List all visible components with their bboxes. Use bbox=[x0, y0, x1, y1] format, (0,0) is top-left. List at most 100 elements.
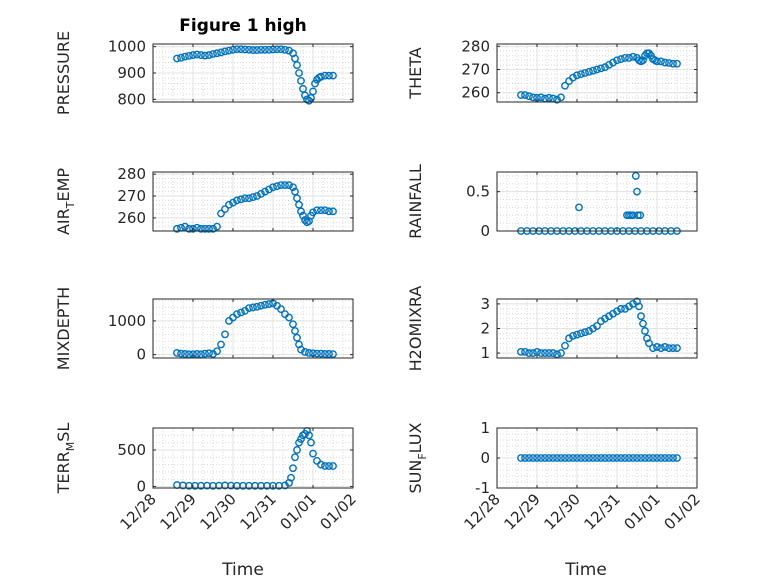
data-point bbox=[589, 66, 597, 75]
data-point bbox=[575, 203, 583, 212]
data-point bbox=[293, 333, 301, 342]
data-point bbox=[181, 350, 189, 358]
data-point bbox=[321, 206, 329, 215]
data-point bbox=[573, 454, 581, 462]
data-point bbox=[525, 92, 533, 101]
y-axis-label: TERRMSL bbox=[54, 423, 77, 495]
data-point bbox=[573, 71, 581, 80]
data-point bbox=[293, 194, 301, 203]
data-point bbox=[645, 339, 653, 348]
y-tick-label: 1 bbox=[480, 344, 490, 362]
y-axis-label: THETA bbox=[406, 47, 425, 99]
data-point bbox=[661, 343, 669, 351]
data-point bbox=[291, 54, 299, 63]
y-tick-label: 260 bbox=[117, 209, 146, 227]
data-point bbox=[637, 312, 645, 321]
data-point bbox=[221, 205, 229, 214]
data-point bbox=[633, 297, 641, 306]
y-tick-label: 900 bbox=[117, 64, 146, 82]
data-point bbox=[569, 73, 577, 82]
data-point bbox=[529, 454, 537, 462]
y-tick-label: 2 bbox=[480, 320, 490, 338]
data-point bbox=[577, 70, 585, 79]
data-point bbox=[669, 454, 677, 462]
data-point bbox=[253, 192, 261, 200]
data-point bbox=[553, 95, 561, 104]
data-point bbox=[517, 91, 525, 99]
data-point bbox=[261, 300, 269, 309]
data-point bbox=[639, 319, 647, 328]
data-point bbox=[225, 46, 233, 55]
data-point bbox=[205, 51, 213, 59]
data-point bbox=[305, 431, 313, 440]
y-tick-label: 500 bbox=[117, 441, 146, 459]
data-point bbox=[649, 344, 657, 353]
data-point bbox=[321, 462, 329, 470]
data-point bbox=[307, 94, 315, 102]
data-point bbox=[245, 304, 253, 313]
data-point bbox=[636, 211, 645, 220]
data-point bbox=[295, 69, 303, 77]
data-point bbox=[213, 49, 221, 58]
data-point bbox=[245, 45, 253, 54]
data-point bbox=[581, 69, 589, 77]
subplot-air-temp: 260 270 280 AIRTEMP bbox=[54, 165, 354, 235]
y-tick-label: 270 bbox=[117, 187, 146, 205]
y-tick-label: 0 bbox=[480, 222, 490, 240]
data-point bbox=[665, 454, 673, 462]
data-point bbox=[581, 328, 589, 337]
data-point bbox=[193, 350, 201, 358]
data-point bbox=[177, 349, 185, 358]
data-point bbox=[329, 207, 337, 216]
data-point bbox=[321, 350, 329, 358]
y-tick-label: -1 bbox=[475, 479, 490, 497]
data-point bbox=[529, 349, 537, 357]
data-point bbox=[277, 305, 285, 314]
data-point bbox=[601, 454, 609, 462]
data-point bbox=[561, 454, 569, 462]
y-tick-label: 0.5 bbox=[466, 183, 490, 201]
data-point bbox=[297, 345, 305, 354]
data-point bbox=[629, 52, 637, 61]
data-point bbox=[541, 454, 549, 462]
data-point bbox=[285, 181, 293, 190]
data-point bbox=[273, 182, 281, 191]
data-point bbox=[237, 308, 245, 317]
y-axis-label: AIRTEMP bbox=[54, 168, 77, 235]
data-point bbox=[285, 313, 293, 322]
data-point bbox=[577, 454, 585, 462]
data-point bbox=[233, 196, 241, 205]
data-point bbox=[311, 79, 319, 88]
figure-title: Figure 1 high bbox=[179, 16, 307, 36]
data-point bbox=[201, 349, 209, 358]
axes-frame bbox=[152, 298, 354, 359]
y-tick-label: 1000 bbox=[108, 312, 146, 330]
data-point bbox=[657, 344, 665, 353]
data-point bbox=[221, 330, 229, 339]
y-tick-label: 1 bbox=[480, 419, 490, 437]
y-tick-label: 0 bbox=[136, 478, 146, 496]
data-point bbox=[521, 454, 529, 462]
data-point bbox=[309, 208, 317, 217]
data-point bbox=[593, 322, 601, 330]
x-tick-label: 01/01 bbox=[621, 490, 664, 533]
data-point bbox=[585, 454, 593, 462]
data-point bbox=[309, 449, 317, 458]
data-point bbox=[553, 454, 561, 462]
x-tick-label: 12/29 bbox=[157, 490, 200, 533]
data-point bbox=[537, 93, 545, 102]
data-point bbox=[189, 51, 197, 59]
data-point bbox=[321, 71, 329, 80]
data-point bbox=[241, 45, 249, 54]
data-point bbox=[185, 51, 193, 60]
data-point bbox=[317, 460, 325, 469]
x-tick-label: 12/28 bbox=[117, 490, 160, 533]
data-point bbox=[665, 344, 673, 353]
y-tick-label: 3 bbox=[480, 295, 490, 313]
data-point bbox=[637, 454, 645, 462]
axes-frame bbox=[496, 43, 698, 103]
data-point bbox=[525, 349, 533, 357]
data-point bbox=[521, 91, 529, 99]
data-point bbox=[557, 454, 565, 462]
